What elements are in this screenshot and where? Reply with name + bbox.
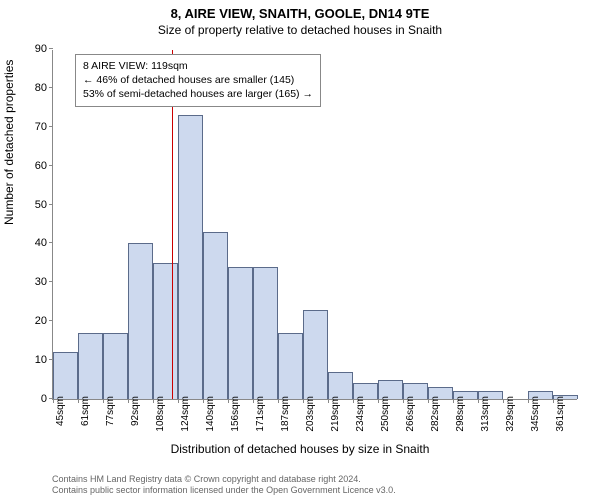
x-tick-label: 266sqm [405, 396, 416, 432]
y-tick-label: 40 [35, 237, 53, 249]
histogram-plot: 010203040506070809045sqm61sqm77sqm92sqm1… [52, 50, 577, 400]
x-tick-mark [178, 399, 179, 403]
x-tick-mark [78, 399, 79, 403]
x-tick-mark [153, 399, 154, 403]
histogram-bar [153, 263, 178, 399]
x-tick-mark [303, 399, 304, 403]
histogram-bar [128, 243, 153, 399]
chart-title-main: 8, AIRE VIEW, SNAITH, GOOLE, DN14 9TE [0, 0, 600, 21]
x-tick-label: 140sqm [205, 396, 216, 432]
y-tick-label: 0 [41, 393, 53, 405]
footer-line: Contains HM Land Registry data © Crown c… [52, 474, 396, 485]
x-tick-mark [278, 399, 279, 403]
x-tick-label: 361sqm [555, 396, 566, 432]
x-tick-mark [478, 399, 479, 403]
y-tick-mark [49, 281, 53, 282]
histogram-bar [53, 352, 78, 399]
footer-attribution: Contains HM Land Registry data © Crown c… [52, 474, 396, 497]
x-tick-mark [403, 399, 404, 403]
x-tick-label: 203sqm [305, 396, 316, 432]
info-box-line: 8 AIRE VIEW: 119sqm [83, 59, 313, 73]
x-tick-mark [553, 399, 554, 403]
y-tick-label: 80 [35, 82, 53, 94]
x-tick-label: 77sqm [105, 396, 116, 426]
y-tick-label: 90 [35, 43, 53, 55]
x-tick-label: 345sqm [530, 396, 541, 432]
info-box-line: ← 46% of detached houses are smaller (14… [83, 73, 313, 87]
y-tick-mark [49, 320, 53, 321]
x-tick-mark [378, 399, 379, 403]
x-tick-label: 298sqm [455, 396, 466, 432]
histogram-bar [303, 310, 328, 399]
footer-line: Contains public sector information licen… [52, 485, 396, 496]
x-tick-mark [203, 399, 204, 403]
y-tick-mark [49, 165, 53, 166]
x-tick-label: 329sqm [505, 396, 516, 432]
x-tick-label: 219sqm [330, 396, 341, 432]
y-tick-label: 20 [35, 315, 53, 327]
x-tick-label: 124sqm [180, 396, 191, 432]
x-tick-label: 92sqm [130, 396, 141, 426]
x-axis-label: Distribution of detached houses by size … [0, 442, 600, 456]
histogram-bar [103, 333, 128, 399]
x-tick-label: 313sqm [480, 396, 491, 432]
x-tick-mark [103, 399, 104, 403]
y-tick-label: 60 [35, 160, 53, 172]
x-tick-label: 108sqm [155, 396, 166, 432]
x-tick-mark [528, 399, 529, 403]
histogram-bar [278, 333, 303, 399]
x-tick-mark [453, 399, 454, 403]
histogram-bar [178, 115, 203, 399]
histogram-bar [228, 267, 253, 399]
histogram-bar [78, 333, 103, 399]
x-tick-label: 282sqm [430, 396, 441, 432]
property-info-box: 8 AIRE VIEW: 119sqm← 46% of detached hou… [75, 54, 321, 107]
x-tick-mark [428, 399, 429, 403]
x-tick-mark [328, 399, 329, 403]
x-tick-mark [503, 399, 504, 403]
x-tick-mark [53, 399, 54, 403]
x-tick-mark [353, 399, 354, 403]
y-tick-mark [49, 48, 53, 49]
x-tick-mark [128, 399, 129, 403]
x-tick-label: 234sqm [355, 396, 366, 432]
x-tick-mark [253, 399, 254, 403]
x-tick-label: 250sqm [380, 396, 391, 432]
y-tick-label: 10 [35, 354, 53, 366]
x-tick-label: 45sqm [55, 396, 66, 426]
x-tick-label: 61sqm [80, 396, 91, 426]
y-tick-label: 50 [35, 199, 53, 211]
y-axis-label: Number of detached properties [2, 60, 16, 225]
x-tick-label: 156sqm [230, 396, 241, 432]
y-tick-mark [49, 242, 53, 243]
x-tick-mark [228, 399, 229, 403]
chart-title-sub: Size of property relative to detached ho… [0, 21, 600, 37]
info-box-line: 53% of semi-detached houses are larger (… [83, 87, 313, 101]
histogram-bar [203, 232, 228, 399]
x-tick-label: 187sqm [280, 396, 291, 432]
y-tick-mark [49, 87, 53, 88]
y-tick-label: 70 [35, 121, 53, 133]
histogram-bar [328, 372, 353, 399]
histogram-bar [253, 267, 278, 399]
y-tick-mark [49, 126, 53, 127]
x-tick-label: 171sqm [255, 396, 266, 432]
y-tick-mark [49, 204, 53, 205]
y-tick-label: 30 [35, 276, 53, 288]
